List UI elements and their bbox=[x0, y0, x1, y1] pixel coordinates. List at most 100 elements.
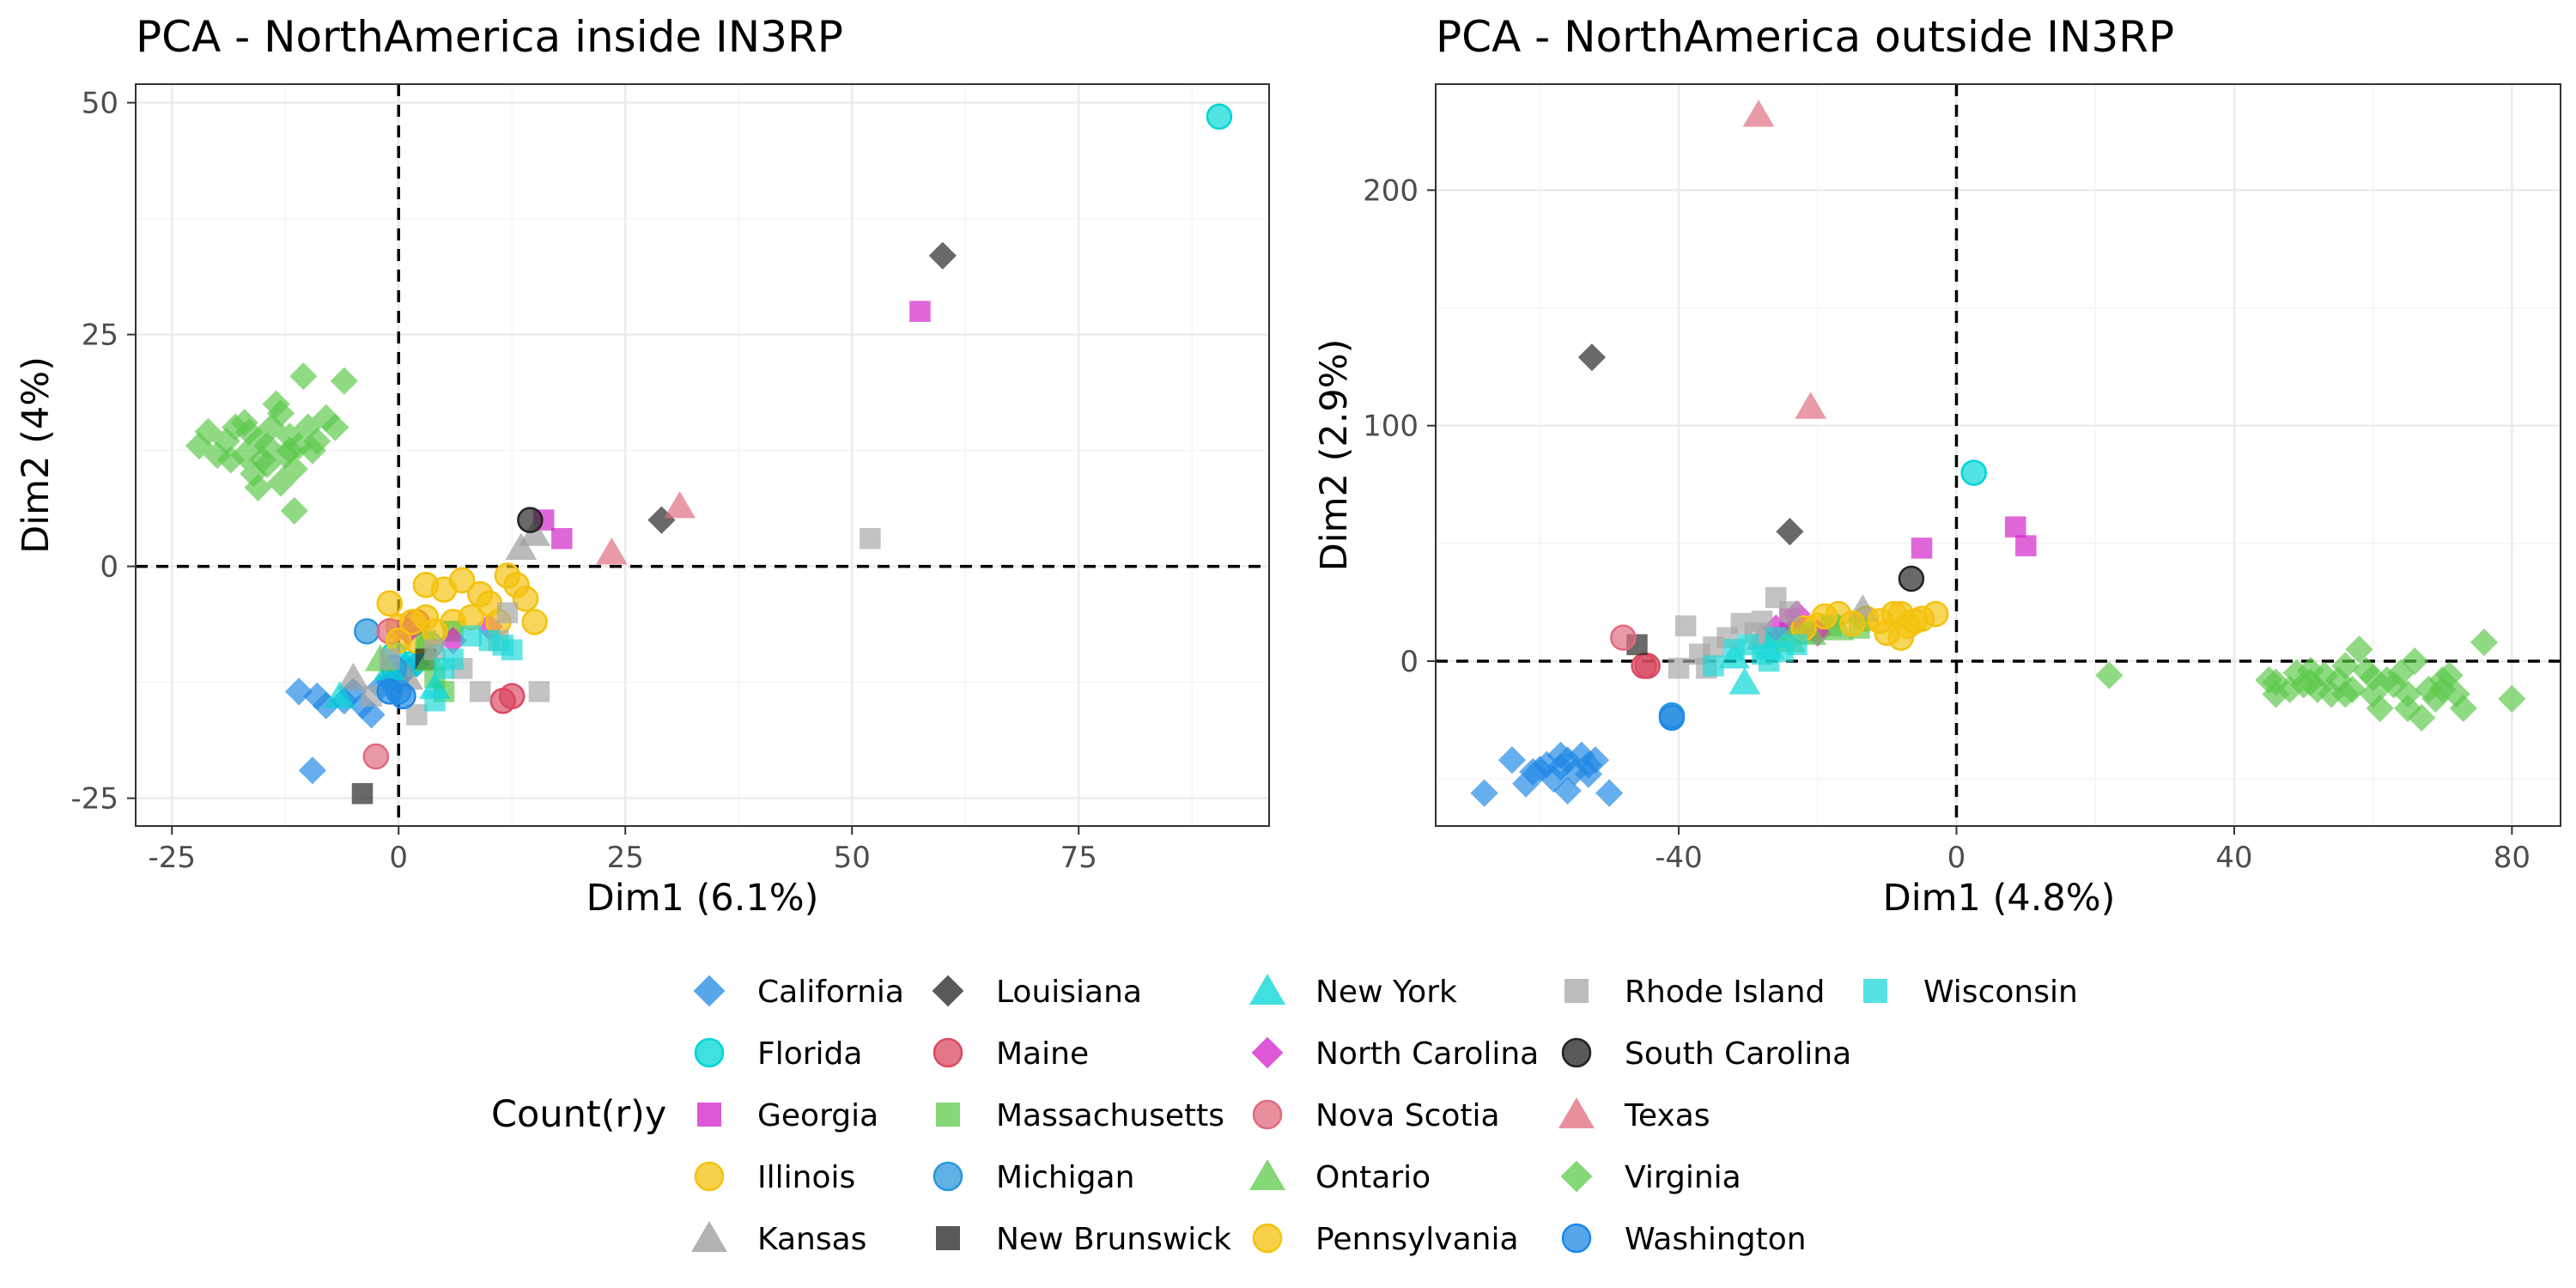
point-virginia bbox=[2401, 647, 2429, 676]
point-virginia bbox=[230, 440, 258, 470]
point-virginia bbox=[216, 446, 245, 474]
point-maine bbox=[1634, 653, 1661, 679]
point-virginia bbox=[2366, 694, 2394, 722]
point-florida bbox=[1960, 459, 1987, 486]
point-georgia bbox=[1911, 538, 1933, 559]
point-louisiana bbox=[1577, 343, 1607, 372]
point-rhode-island bbox=[406, 704, 428, 726]
x-axis-label-outside: Dim1 (4.8%) bbox=[1883, 877, 2116, 920]
point-louisiana bbox=[647, 506, 676, 534]
legend-marker-virginia bbox=[1560, 1160, 1593, 1193]
point-virginia bbox=[2428, 675, 2457, 704]
x-tick-label: 50 bbox=[834, 841, 871, 875]
point-virginia bbox=[194, 417, 222, 447]
legend-label-louisiana: Louisiana bbox=[996, 975, 1142, 1010]
point-washington bbox=[1658, 704, 1686, 732]
legend-marker-illinois bbox=[694, 1161, 725, 1192]
legend-label-california: California bbox=[757, 975, 904, 1010]
legend-item-louisiana: Louisiana bbox=[932, 975, 1142, 1010]
legend-marker-maine bbox=[933, 1037, 963, 1068]
point-california bbox=[1498, 746, 1527, 775]
point-virginia bbox=[258, 413, 286, 441]
point-pennsylvania bbox=[1838, 610, 1866, 637]
y-tick-label: 0 bbox=[100, 550, 118, 585]
point-virginia bbox=[276, 422, 304, 451]
legend-item-california: California bbox=[693, 975, 904, 1010]
point-nova-scotia bbox=[362, 743, 390, 770]
legend-marker-nova-scotia bbox=[1252, 1099, 1283, 1130]
x-tick-label: 40 bbox=[2215, 841, 2252, 875]
panel-border bbox=[1435, 83, 2561, 827]
point-wisconsin bbox=[442, 648, 464, 670]
legend-label-rhode-island: Rhode Island bbox=[1625, 975, 1825, 1010]
data-points bbox=[1470, 100, 2526, 807]
legend-label-georgia: Georgia bbox=[757, 1098, 878, 1133]
point-rhode-island bbox=[1668, 657, 1690, 679]
point-california bbox=[1512, 769, 1540, 798]
x-tick-label: 0 bbox=[389, 841, 408, 875]
legend-item-massachusetts: Massachusetts bbox=[936, 1098, 1224, 1133]
legend-item-pennsylvania: Pennsylvania bbox=[1252, 1222, 1519, 1257]
plot-area-inside: -25 0 25 50 75 -25 0 25 50 bbox=[70, 83, 1270, 875]
legend-marker-wisconsin bbox=[1863, 979, 1887, 1003]
legend-item-texas: Texas bbox=[1558, 1097, 1710, 1133]
point-california bbox=[303, 682, 331, 710]
point-virginia bbox=[2345, 635, 2373, 664]
plot-area-outside: -40 0 40 80 0 100 200 bbox=[1363, 83, 2561, 875]
legend-label-washington: Washington bbox=[1625, 1222, 1807, 1257]
y-tick-label: 100 bbox=[1363, 410, 1419, 444]
y-tick-label: 50 bbox=[82, 87, 118, 121]
point-maine bbox=[498, 683, 526, 710]
point-louisiana bbox=[928, 241, 957, 270]
y-tick-label: 25 bbox=[82, 319, 118, 353]
point-virginia bbox=[2095, 661, 2123, 690]
point-virginia bbox=[2331, 652, 2360, 680]
point-pennsylvania bbox=[503, 571, 530, 598]
point-virginia bbox=[266, 469, 295, 497]
point-virginia bbox=[280, 496, 308, 525]
point-georgia bbox=[2004, 516, 2026, 538]
legend-marker-georgia bbox=[697, 1103, 721, 1127]
axis-ticks: -40 0 40 80 0 100 200 bbox=[1363, 173, 2530, 875]
point-california bbox=[357, 701, 386, 729]
point-virginia bbox=[2296, 668, 2324, 696]
point-pennsylvania bbox=[1887, 624, 1915, 651]
point-virginia bbox=[312, 404, 340, 432]
point-virginia bbox=[2275, 675, 2304, 704]
point-south-carolina bbox=[1898, 565, 1925, 592]
point-washington bbox=[376, 678, 403, 705]
point-michigan bbox=[354, 617, 380, 645]
legend-marker-pennsylvania bbox=[1252, 1223, 1283, 1254]
point-illinois bbox=[448, 567, 476, 594]
legend-label-texas: Texas bbox=[1624, 1098, 1710, 1133]
point-virginia bbox=[276, 436, 304, 465]
point-california bbox=[1470, 779, 1498, 807]
legend-item-rhode-island: Rhode Island bbox=[1564, 975, 1825, 1010]
point-wisconsin bbox=[1786, 634, 1807, 656]
point-virginia bbox=[244, 427, 272, 455]
legend-marker-ontario bbox=[1249, 1159, 1285, 1190]
x-tick-label: 25 bbox=[607, 841, 644, 875]
point-texas bbox=[1742, 100, 1775, 127]
legend-marker-rhode-island bbox=[1564, 979, 1589, 1003]
point-virginia bbox=[294, 413, 322, 441]
point-virginia bbox=[2470, 628, 2499, 657]
legend-item-florida: Florida bbox=[694, 1036, 862, 1072]
legend-item-kansas: Kansas bbox=[691, 1221, 866, 1257]
point-texas bbox=[664, 490, 696, 519]
point-kansas bbox=[337, 662, 369, 690]
point-rhode-island bbox=[1674, 615, 1697, 637]
x-tick-label: 80 bbox=[2494, 841, 2530, 875]
x-axis-label-inside: Dim1 (6.1%) bbox=[586, 877, 819, 920]
legend-marker-louisiana bbox=[932, 975, 964, 1007]
point-rhode-island bbox=[860, 527, 881, 550]
point-wisconsin bbox=[424, 690, 446, 712]
point-new-york bbox=[324, 681, 355, 708]
legend-marker-new-brunswick bbox=[936, 1226, 960, 1250]
y-axis-label-outside: Dim2 (2.9%) bbox=[1313, 339, 1356, 572]
data-points bbox=[185, 103, 1233, 805]
point-virginia bbox=[321, 413, 349, 441]
y-tick-label: 0 bbox=[1400, 645, 1419, 679]
legend-item-nova-scotia: Nova Scotia bbox=[1252, 1098, 1500, 1133]
legend-item-michigan: Michigan bbox=[933, 1160, 1134, 1195]
